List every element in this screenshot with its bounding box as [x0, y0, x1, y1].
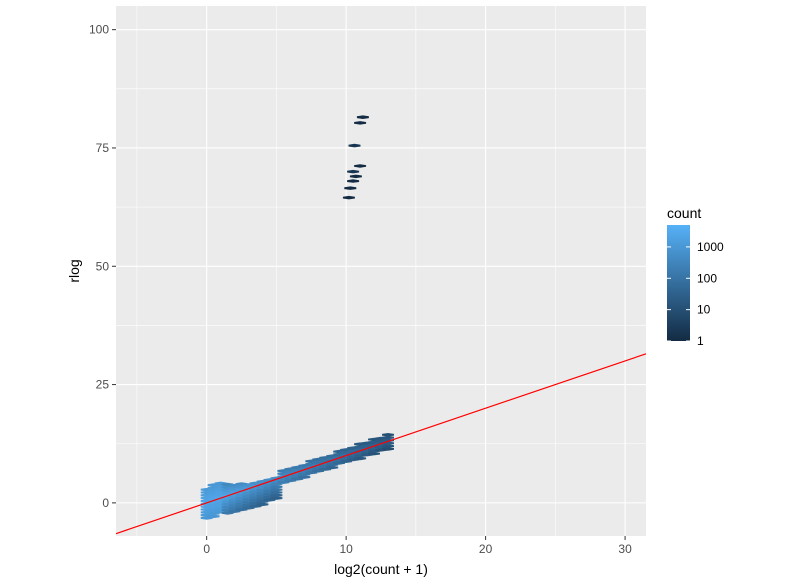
- hex-bin: [382, 438, 394, 443]
- hex-bin: [342, 195, 355, 200]
- legend-label: 1: [697, 334, 704, 348]
- legend-label: 100: [697, 271, 717, 285]
- hex-bin: [382, 447, 394, 451]
- grid-layer: [116, 6, 646, 536]
- legend-title: count: [667, 205, 701, 221]
- hex-bin: [347, 169, 360, 174]
- hex-bin: [354, 164, 367, 168]
- y-axis-title: rlog: [66, 259, 82, 282]
- y-tick-label: 0: [102, 496, 109, 510]
- hex-bin: [270, 493, 283, 498]
- hex-bin: [256, 502, 269, 507]
- hex-bin: [270, 485, 283, 489]
- legend-colorbar: [667, 225, 690, 341]
- line-layer: [115, 353, 647, 535]
- hex-bin: [207, 514, 220, 519]
- plot-panel: [116, 6, 646, 536]
- hex-bin: [349, 174, 362, 179]
- legend: count 1 10 100 1000: [667, 205, 724, 348]
- legend-label: 10: [697, 303, 711, 317]
- x-tick-label: 0: [203, 542, 210, 556]
- hex-bin: [270, 496, 283, 500]
- hex-bin: [326, 465, 339, 470]
- hex-bin: [354, 456, 367, 461]
- y-tick-label: 25: [96, 378, 110, 392]
- reference-line: [115, 353, 647, 535]
- hex-bin: [382, 435, 394, 440]
- hex-bin: [270, 487, 283, 492]
- hex-bin: [368, 451, 380, 456]
- hex-bin: [354, 121, 367, 125]
- axis-layer: 0 10 20 30 0 25 50 75 100: [89, 23, 632, 556]
- hex-bin: [270, 490, 283, 495]
- hex-bin: [298, 475, 311, 479]
- y-tick-label: 50: [96, 259, 110, 273]
- x-tick-label: 30: [618, 542, 632, 556]
- x-axis-title: log2(count + 1): [334, 561, 428, 577]
- hex-bin: [356, 115, 369, 119]
- hex-bin: [348, 143, 361, 148]
- y-tick-label: 75: [96, 141, 110, 155]
- hex-bin: [344, 186, 357, 190]
- legend-label: 1000: [697, 240, 724, 254]
- y-tick-label: 100: [89, 23, 109, 37]
- x-tick-label: 20: [479, 542, 493, 556]
- x-tick-label: 10: [339, 542, 353, 556]
- hex-bin: [382, 433, 394, 437]
- legend-ticks: 1 10 100 1000: [667, 240, 724, 348]
- hex-bin: [347, 179, 360, 183]
- hex-bin: [382, 444, 394, 448]
